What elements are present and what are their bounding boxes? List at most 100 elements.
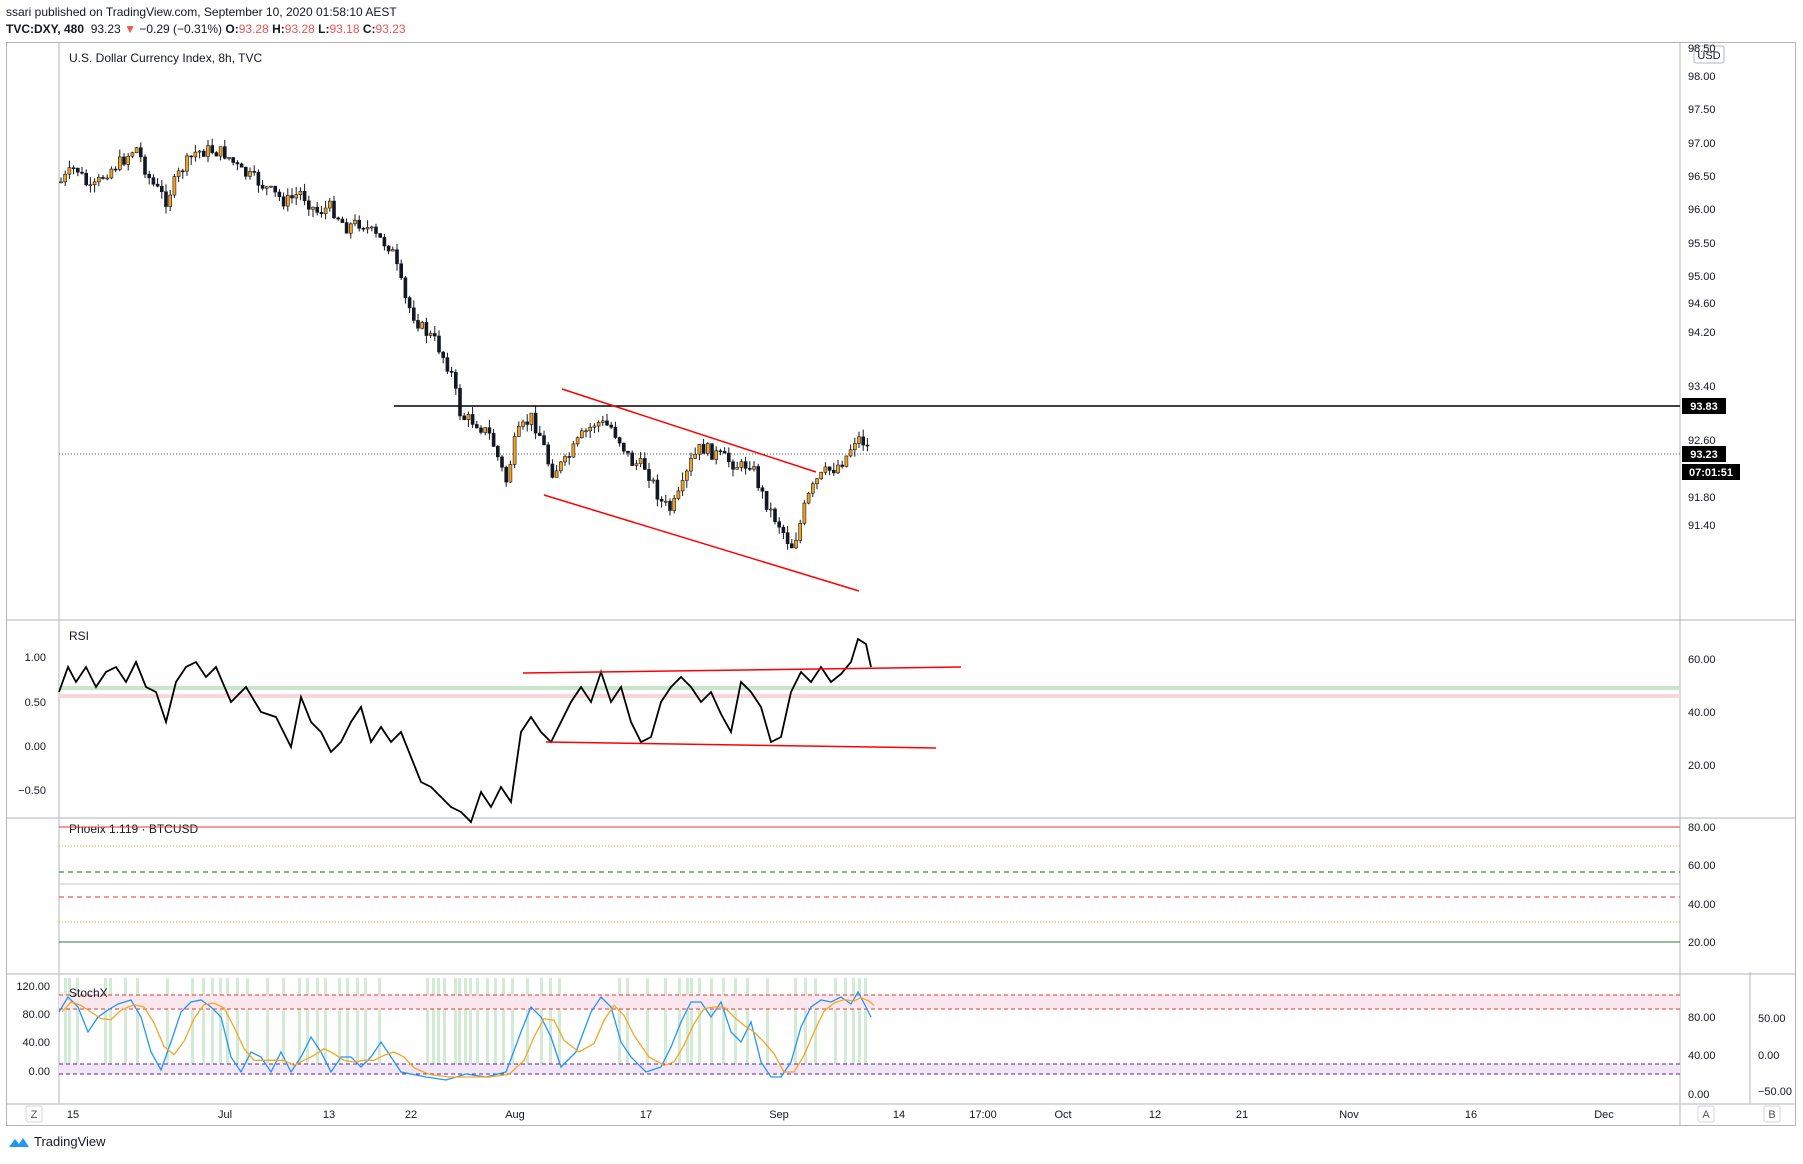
- candle-body: [403, 277, 408, 298]
- auto-scale-button[interactable]: [1697, 1105, 1715, 1123]
- stoch-signal-bar: [722, 978, 725, 1073]
- candle-body: [563, 456, 567, 463]
- candle-body: [697, 443, 702, 455]
- down-arrow-icon: ▼: [124, 22, 136, 36]
- candle-body: [752, 466, 756, 470]
- stoch-signal-bars: [64, 978, 867, 1073]
- price-tick: 97.00: [1688, 138, 1716, 150]
- candle-body: [819, 471, 824, 480]
- candle-body: [395, 249, 399, 265]
- candle-body: [223, 146, 227, 159]
- candle-body: [71, 167, 76, 169]
- candle-body: [810, 483, 815, 494]
- stoch-signal-bar: [852, 978, 855, 1073]
- candle-body: [584, 430, 588, 433]
- candle-body: [655, 479, 660, 500]
- currency-label: USD: [1697, 50, 1720, 62]
- time-axis[interactable]: 15 Jul 13 22 Aug 17 Sep 14 17:00 Oct 12 21 Nov 16 Dec: [67, 1109, 1614, 1121]
- candle-body: [449, 370, 454, 373]
- candle-body: [382, 237, 387, 247]
- candle-body: [445, 357, 450, 372]
- stoch-signal-bar: [558, 978, 561, 1073]
- candle-body: [248, 171, 252, 177]
- phoenix-right-axis: 80.00 60.00 40.00 20.00: [1688, 822, 1716, 949]
- candle-body: [525, 421, 530, 425]
- candle-body: [735, 467, 740, 470]
- footer-brand[interactable]: TradingView: [8, 1134, 106, 1149]
- zoom-button[interactable]: [25, 1105, 43, 1123]
- candle-body: [239, 163, 244, 168]
- candle-body: [852, 443, 857, 451]
- rsi-left-tick: 1.00: [25, 652, 46, 664]
- time-label: Jul: [218, 1109, 232, 1121]
- stoch-signal-bar: [734, 978, 737, 1073]
- last-price: 93.23: [90, 22, 121, 36]
- stoch-left-tick: 120.00: [16, 981, 50, 993]
- scale-button[interactable]: [1763, 1105, 1781, 1123]
- candle-body: [311, 206, 315, 210]
- candle-body: [827, 466, 832, 471]
- stoch-far-right-tick: 0.00: [1758, 1050, 1779, 1062]
- stoch-signal-bar: [690, 978, 693, 1073]
- stoch-signal-bar: [202, 978, 205, 1073]
- candle-body: [500, 456, 504, 468]
- candle-body: [567, 456, 572, 458]
- candle-body: [705, 443, 710, 454]
- candle-body: [97, 176, 101, 183]
- candle-body: [491, 432, 496, 447]
- candle-body: [76, 167, 80, 173]
- channel-upper-line[interactable]: [561, 388, 817, 473]
- currency-badge[interactable]: [1693, 45, 1725, 64]
- candle-body: [815, 478, 819, 485]
- candle-body: [105, 177, 109, 180]
- candle-body: [462, 415, 467, 420]
- stoch-signal-bar: [68, 978, 71, 1073]
- footer-brand-label: TradingView: [34, 1134, 106, 1149]
- candle-body: [542, 435, 546, 446]
- candle-body: [789, 543, 794, 549]
- tradingview-logo-icon: [9, 1137, 29, 1147]
- stoch-signal-bar: [211, 978, 214, 1073]
- candle-body: [285, 195, 290, 207]
- candle-body: [185, 155, 189, 172]
- candle-body: [151, 177, 156, 185]
- price-tick: 95.50: [1688, 238, 1716, 250]
- candle-body: [831, 470, 836, 474]
- price-tick: 96.00: [1688, 204, 1716, 216]
- candle-body: [579, 430, 584, 438]
- stoch-signal-bar: [746, 978, 749, 1073]
- stoch-signal-bar: [864, 978, 867, 1073]
- rsi-lower-trendline[interactable]: [545, 741, 937, 749]
- stoch-far-right-axis: 50.00 0.00 −50.00: [1758, 1013, 1792, 1098]
- stoch-left-tick: 0.00: [29, 1066, 50, 1078]
- price-axis[interactable]: 98.00 97.50 97.00 96.50 96.00 95.50 95.00 94.60…: [1688, 71, 1716, 532]
- candle-body: [319, 212, 324, 215]
- stoch-signal-bar: [426, 978, 429, 1073]
- candle-body: [365, 227, 370, 230]
- stoch-right-tick: 0.00: [1688, 1089, 1709, 1101]
- stoch-signal-bar: [476, 978, 479, 1073]
- candle-body: [260, 184, 265, 189]
- rsi-upper-trendline[interactable]: [522, 666, 962, 674]
- candle-body: [374, 226, 378, 234]
- candle-body: [651, 479, 656, 482]
- chart-frame[interactable]: U.S. Dollar Currency Index, 8h, TVC USD …: [6, 42, 1796, 1126]
- candle-body: [118, 156, 122, 170]
- candle-body: [710, 443, 714, 460]
- channel-lower-line[interactable]: [543, 494, 860, 592]
- candle-body: [336, 217, 341, 220]
- time-label: 14: [893, 1109, 905, 1121]
- countdown-tag: [1682, 464, 1740, 480]
- candle-body: [281, 196, 286, 207]
- candle-body: [134, 147, 139, 154]
- resistance-price-tag: [1682, 398, 1726, 414]
- candle-body: [479, 427, 483, 433]
- candle-body: [302, 190, 307, 202]
- price-tick: 91.80: [1688, 492, 1716, 504]
- time-label: 16: [1465, 1109, 1477, 1121]
- price-change: −0.29 (−0.31%): [139, 22, 223, 36]
- auto-scale-label: A: [1702, 1109, 1710, 1121]
- countdown-label: 07:01:51: [1689, 467, 1733, 479]
- candle-body: [663, 500, 668, 503]
- stoch-signal-bar: [511, 978, 514, 1073]
